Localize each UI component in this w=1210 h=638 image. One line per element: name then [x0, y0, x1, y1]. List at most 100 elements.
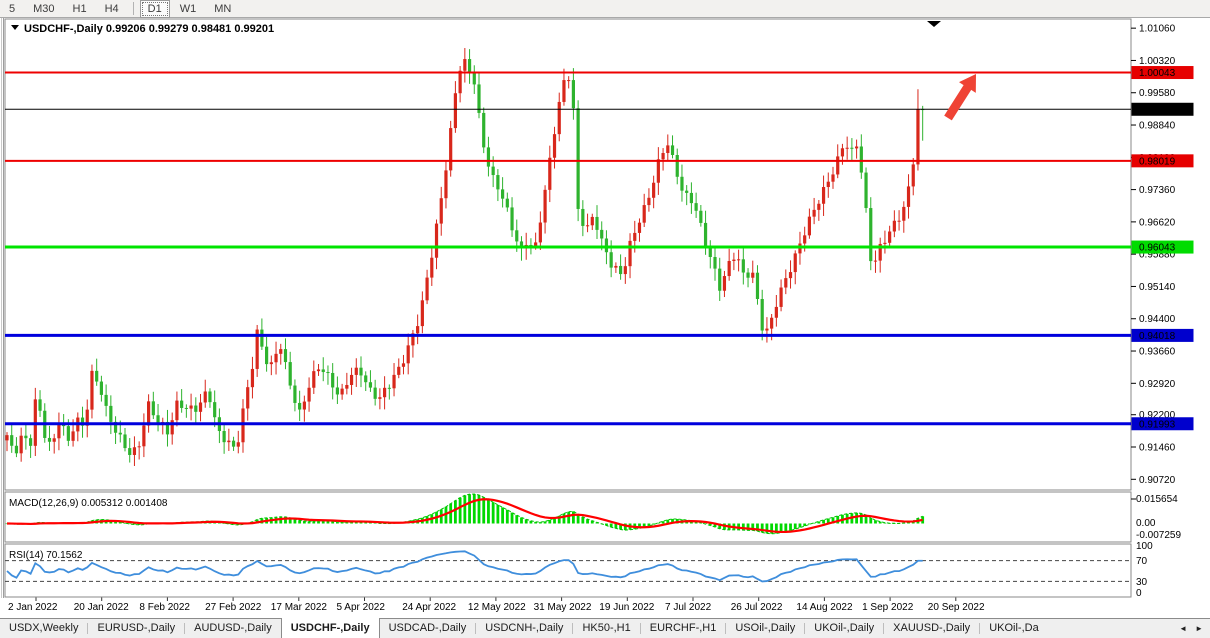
candle-up — [383, 387, 387, 398]
macd-histogram-bar — [534, 521, 538, 524]
tab-divider — [475, 623, 477, 634]
macd-histogram-bar — [751, 523, 755, 531]
tab-scroll-arrows: ◄ ► — [1175, 619, 1210, 638]
candle-down — [14, 445, 19, 454]
macd-histogram-bar — [326, 520, 330, 524]
candle-down — [95, 370, 99, 382]
rsi-label: RSI(14) 70.1562 — [9, 550, 83, 561]
candle-up — [906, 186, 911, 207]
macd-histogram-bar — [656, 522, 660, 524]
candle-up — [340, 388, 344, 395]
candle-up — [397, 366, 401, 375]
macd-histogram-bar — [538, 522, 542, 524]
candle-down — [283, 349, 288, 363]
rsi-axis-label: 100 — [1136, 541, 1153, 552]
candle-down — [80, 417, 85, 426]
macd-histogram-bar — [369, 522, 372, 524]
candle-down — [496, 175, 500, 190]
macd-histogram-bar — [515, 515, 519, 524]
candle-down — [595, 216, 599, 230]
macd-histogram-bar — [779, 523, 783, 533]
price-tick-label: 1.00320 — [1139, 56, 1176, 67]
price-tick-label: 0.93660 — [1139, 347, 1176, 358]
symbol-tab-usdcnh-[interactable]: USDCNH-,Daily — [485, 622, 564, 634]
price-tick-label: 0.97360 — [1139, 185, 1176, 196]
candle-up — [873, 260, 878, 262]
macd-signal-line — [6, 498, 923, 534]
candle-up — [548, 157, 552, 190]
macd-histogram-bar — [756, 523, 759, 532]
date-label: 24 Apr 2022 — [402, 602, 456, 613]
candle-up — [392, 374, 396, 389]
symbol-tab-ukoil-[interactable]: UKOil-,Daily — [814, 622, 875, 634]
candle-up — [637, 222, 642, 233]
macd-histogram-bar — [859, 513, 863, 524]
candle-up — [878, 243, 882, 261]
candle-down — [699, 210, 703, 223]
macd-histogram-bar — [878, 521, 882, 524]
candle-down — [571, 80, 575, 109]
macd-histogram-bar — [543, 521, 547, 524]
macd-histogram-bar — [458, 497, 462, 524]
candle-up — [543, 189, 547, 223]
candle-down — [604, 238, 609, 253]
chart-shift-triangle-icon[interactable] — [927, 21, 941, 27]
timeframe-button-h1[interactable]: H1 — [72, 2, 87, 15]
price-marker-box — [1131, 328, 1194, 342]
timeframe-button-h4[interactable]: H4 — [104, 2, 119, 15]
candle-up — [911, 164, 915, 187]
candles-group[interactable] — [5, 48, 925, 467]
date-label: 12 May 2022 — [468, 602, 526, 613]
candle-up — [425, 277, 429, 301]
candle-up — [840, 148, 845, 157]
symbol-tab-xauusd-[interactable]: XAUUSD-,Daily — [893, 622, 971, 634]
candle-down — [675, 154, 679, 177]
candle-down — [477, 84, 481, 113]
symbol-tab-ukoil-[interactable]: UKOil-,Da — [989, 622, 1039, 634]
horizontal-lines: 1.00043 0.99201 0.98019 0.96043 0.94018 0.919… — [5, 66, 1194, 431]
symbol-tab-usdcad-[interactable]: USDCAD-,Daily — [388, 622, 467, 634]
symbol-tab-usdx[interactable]: USDX,Weekly — [9, 622, 79, 634]
macd-histogram-bar — [671, 518, 674, 524]
symbol-tab-eurusd-[interactable]: EURUSD-,Daily — [97, 622, 176, 634]
candle-down — [213, 402, 217, 418]
symbol-tab-audusd-[interactable]: AUDUSD-,Daily — [194, 622, 272, 634]
price-marker-box — [1131, 154, 1194, 168]
candle-down — [482, 112, 486, 148]
timeframe-button-m30[interactable]: M30 — [33, 2, 55, 15]
date-label: 27 Feb 2022 — [205, 602, 262, 613]
symbol-dropdown-icon[interactable] — [11, 25, 19, 30]
macd-histogram-bar — [808, 523, 811, 525]
macd-histogram-bar — [548, 519, 552, 524]
timeframe-button-5[interactable]: 5 — [9, 2, 16, 15]
macd-histogram-bar — [128, 523, 132, 525]
candle-down — [760, 299, 764, 331]
candle-up — [434, 223, 439, 258]
macd-histogram-bar — [350, 522, 353, 524]
candle-down — [501, 189, 505, 199]
up-trend-arrow[interactable] — [944, 74, 976, 121]
timeframe-button-d1[interactable]: D1 — [139, 0, 170, 18]
candle-down — [222, 431, 226, 443]
candle-down — [10, 435, 14, 446]
macd-histogram-bar — [864, 515, 868, 524]
macd-histogram-bar — [590, 520, 594, 524]
timeframe-button-w1[interactable]: W1 — [179, 2, 197, 15]
candle-down — [486, 147, 491, 167]
symbol-tab-usoil-[interactable]: USOil-,Daily — [735, 622, 796, 634]
price-tick-label: 1.01060 — [1139, 24, 1176, 35]
symbol-tab-usdchf-[interactable]: USDCHF-,Daily — [280, 618, 380, 638]
candle-down — [66, 426, 70, 441]
symbol-tab-hk50-[interactable]: HK50-,H1 — [582, 622, 631, 634]
candle-down — [113, 421, 118, 433]
tab-scroll-left-icon[interactable]: ◄ — [1179, 624, 1188, 633]
date-label: 17 Mar 2022 — [271, 602, 328, 613]
macd-histogram-bar — [746, 523, 750, 531]
timeframe-button-mn[interactable]: MN — [214, 2, 232, 15]
macd-histogram-bar — [336, 521, 339, 524]
candle-up — [378, 397, 382, 399]
candle-up — [784, 278, 788, 288]
tab-scroll-right-icon[interactable]: ► — [1195, 624, 1203, 633]
candle-up — [774, 306, 778, 318]
symbol-tab-eurchf-[interactable]: EURCHF-,H1 — [649, 622, 717, 634]
